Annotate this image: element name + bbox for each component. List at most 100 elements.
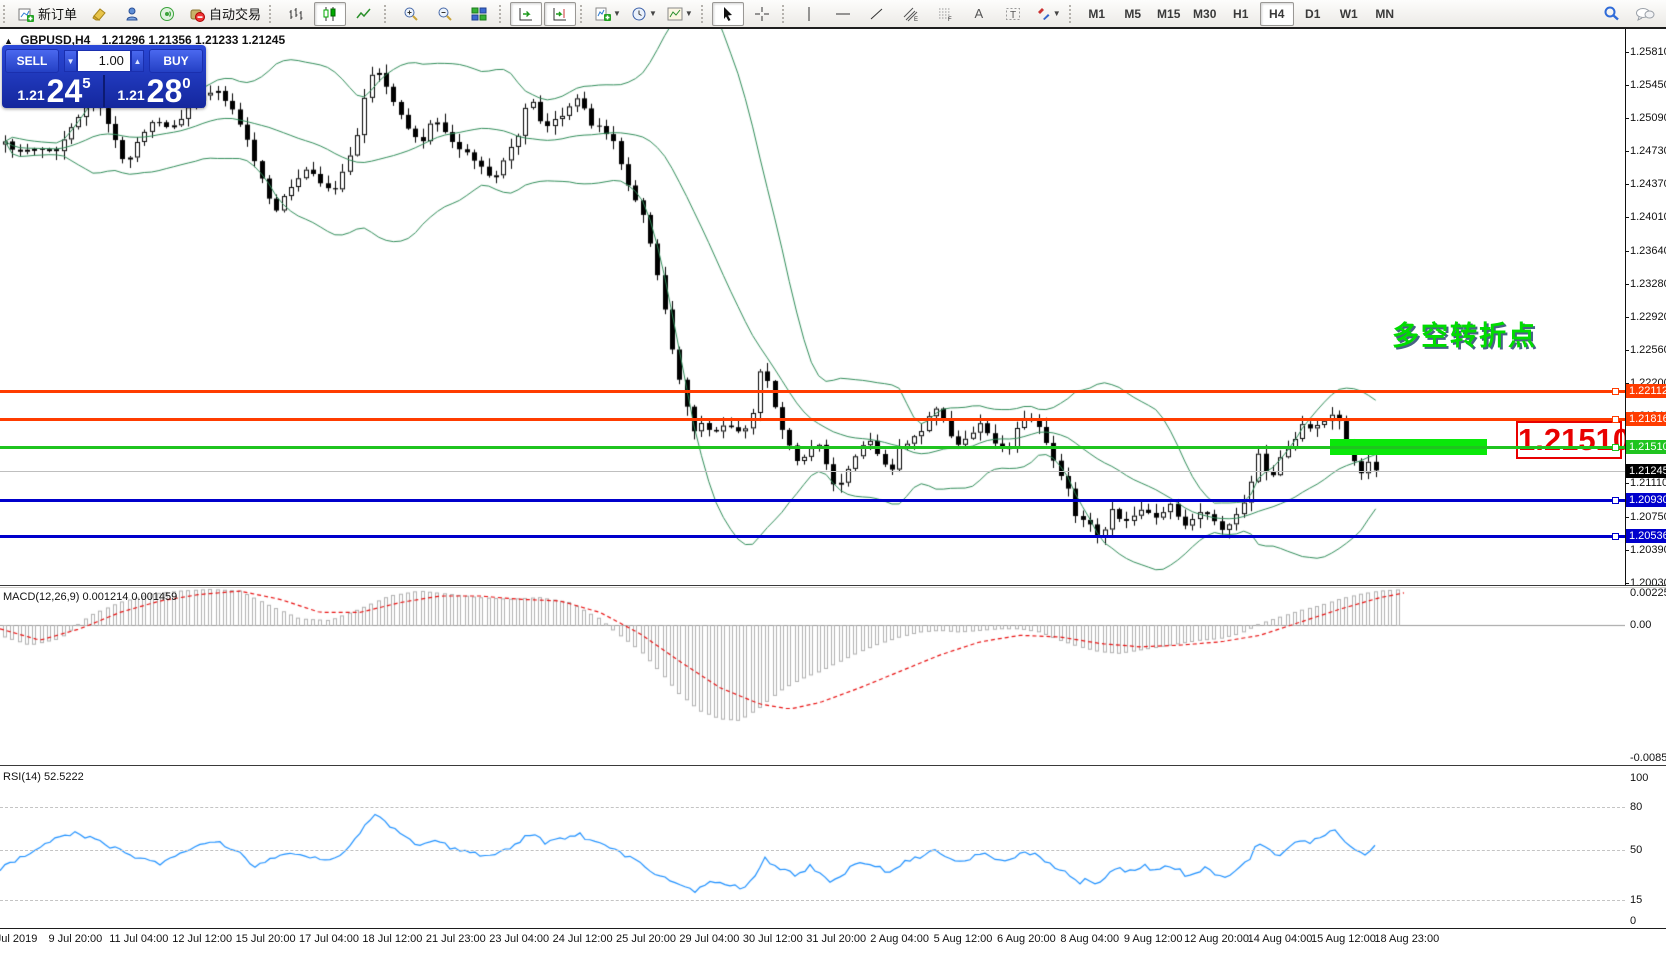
timeframe-d1[interactable]: D1 <box>1305 6 1321 21</box>
timeframe-mn[interactable]: MN <box>1375 6 1395 21</box>
toolbar-grip[interactable] <box>781 4 789 23</box>
time-axis-label: 18 Jul 12:00 <box>362 933 423 945</box>
price-tick: 1.25450 <box>1625 79 1666 91</box>
bar-chart-icon <box>288 6 304 22</box>
time-axis-label: 18 Aug 23:00 <box>1374 933 1440 945</box>
trendline-tool-button[interactable] <box>861 2 893 26</box>
text-label-tool-button[interactable]: T <box>997 2 1029 26</box>
fibonacci-tool-button[interactable]: F <box>929 2 961 26</box>
toolbar-grip[interactable] <box>384 4 391 23</box>
rsi-level-line-15 <box>0 899 1625 901</box>
price-tick: 1.20750 <box>1625 511 1666 523</box>
timeframe-m5[interactable]: M5 <box>1124 6 1142 21</box>
zoom-in-button[interactable] <box>395 2 427 26</box>
chart-shift-icon <box>552 6 568 22</box>
rsi-axis-label-0: 0 <box>1630 915 1637 927</box>
timeframe-w1[interactable]: W1 <box>1339 6 1358 21</box>
vertical-line-tool-button[interactable] <box>793 2 825 26</box>
rsi-canvas[interactable] <box>0 767 1625 928</box>
signal-icon <box>159 6 175 22</box>
price-tick: 1.24730 <box>1625 145 1666 157</box>
horizontal-line-tool-button[interactable] <box>827 2 859 26</box>
volume-decrease-button[interactable]: ▼ <box>64 50 78 72</box>
toolbar-grip[interactable] <box>1068 4 1076 23</box>
candlestick-mode-button[interactable] <box>314 1 347 26</box>
macd-panel[interactable]: MACD(12,26,9) 0.001214 0.001459 0.002256… <box>0 585 1666 766</box>
price-tick: 1.20390 <box>1625 544 1666 556</box>
bar-chart-mode-button[interactable] <box>280 2 312 26</box>
window-border <box>0 27 1666 29</box>
signal-button[interactable] <box>151 2 183 26</box>
line-anchor-marker[interactable] <box>1612 496 1619 504</box>
price-level-line-1.20930[interactable] <box>0 498 1625 502</box>
annotation-text-object[interactable]: 多空转折点 <box>1392 321 1537 351</box>
toolbar-grip[interactable] <box>3 4 10 23</box>
time-axis-label: 25 Jul 20:00 <box>616 933 676 945</box>
timeframe-m15[interactable]: M15 <box>1157 6 1181 21</box>
search-button[interactable] <box>1595 2 1627 26</box>
sell-price-main: 24 <box>46 73 83 109</box>
zoom-out-icon <box>437 6 453 22</box>
time-axis-label: 31 Jul 20:00 <box>806 933 867 945</box>
timeframe-h4[interactable]: H4 <box>1259 1 1294 26</box>
new-order-button[interactable]: 新订单 <box>14 2 81 26</box>
periods-button[interactable]: ▼ <box>627 2 661 26</box>
price-level-line-1.20536[interactable] <box>0 535 1625 539</box>
volume-increase-button[interactable]: ▲ <box>130 50 145 72</box>
buy-price[interactable]: 1.21 28 0 <box>105 75 203 107</box>
time-axis[interactable]: 8 Jul 2019 9 Jul 20:00 11 Jul 04:0012 Jul … <box>0 928 1666 953</box>
line-anchor-marker[interactable] <box>1612 443 1619 451</box>
chart-shift-button[interactable] <box>544 1 577 26</box>
toolbar-grip[interactable] <box>269 4 276 23</box>
main-chart-canvas[interactable] <box>0 29 1625 585</box>
price-level-line-1.22112[interactable] <box>0 390 1625 394</box>
buy-price-main: 28 <box>146 73 183 109</box>
macd-canvas[interactable] <box>0 588 1625 765</box>
text-tool-button[interactable]: A <box>963 2 995 26</box>
toolbar-grip[interactable] <box>580 4 587 23</box>
new-order-icon <box>18 6 34 22</box>
indicators-icon <box>595 6 612 22</box>
channel-tool-button[interactable]: E <box>895 2 927 26</box>
collapse-panel-icon[interactable]: ▲ <box>4 36 13 46</box>
price-level-line-1.21816[interactable] <box>0 417 1625 421</box>
indicators-button[interactable]: ▼ <box>591 2 625 26</box>
text-a-icon: A <box>974 6 984 21</box>
price-tick: 1.25810 <box>1625 46 1666 58</box>
line-anchor-marker[interactable] <box>1612 415 1619 423</box>
market-watch-button[interactable] <box>83 2 115 26</box>
zoom-out-button[interactable] <box>429 2 461 26</box>
volume-input[interactable]: 1.00 <box>77 50 131 72</box>
sell-price[interactable]: 1.21 24 5 <box>5 75 103 107</box>
main-chart[interactable]: 多空转折点 1.21510 ▲ GBPUSD,H4 1.21296 1.2135… <box>0 29 1666 585</box>
sell-price-prefix: 1.21 <box>17 87 45 103</box>
price-level-line-1.21245[interactable] <box>0 471 1625 473</box>
templates-button[interactable]: ▼ <box>663 2 697 26</box>
tile-windows-button[interactable] <box>463 2 495 26</box>
auto-trading-button[interactable]: 自动交易 <box>185 2 265 26</box>
crosshair-tool-button[interactable] <box>746 2 778 26</box>
chat-button[interactable] <box>1629 2 1661 26</box>
line-chart-mode-button[interactable] <box>348 2 380 26</box>
toolbar-grip[interactable] <box>499 4 506 23</box>
cursor-tool-button[interactable] <box>711 1 744 26</box>
one-click-trading-panel: SELL ▼ 1.00 ▲ BUY 1.21 24 5 1.21 28 0 <box>2 45 206 108</box>
rsi-panel[interactable]: RSI(14) 52.5222 100 80 50 15 0 <box>0 765 1666 929</box>
timeframe-h1[interactable]: H1 <box>1233 6 1249 21</box>
template-icon <box>667 6 683 22</box>
buy-button[interactable]: BUY <box>149 49 204 73</box>
price-axis[interactable]: 1.25810 1.25450 1.25090 1.24730 1.24370 1.240… <box>1624 29 1666 589</box>
timeframe-m30[interactable]: M30 <box>1193 6 1217 21</box>
line-anchor-marker[interactable] <box>1612 533 1619 541</box>
big-price-label-object[interactable]: 1.21510 <box>1516 421 1631 459</box>
arrows-tool-button[interactable]: ▼ <box>1031 2 1065 26</box>
sell-button[interactable]: SELL <box>5 49 59 73</box>
toolbar-grip[interactable] <box>700 4 708 23</box>
auto-scroll-button[interactable] <box>510 1 543 26</box>
timeframe-m1[interactable]: M1 <box>1088 6 1106 21</box>
profile-button[interactable] <box>117 2 149 26</box>
macd-axis-max: 0.002256 <box>1630 587 1666 599</box>
macd-axis-min: -0.00855 <box>1630 752 1666 764</box>
price-level-line-1.21510[interactable] <box>0 445 1625 449</box>
line-anchor-marker[interactable] <box>1612 388 1619 396</box>
